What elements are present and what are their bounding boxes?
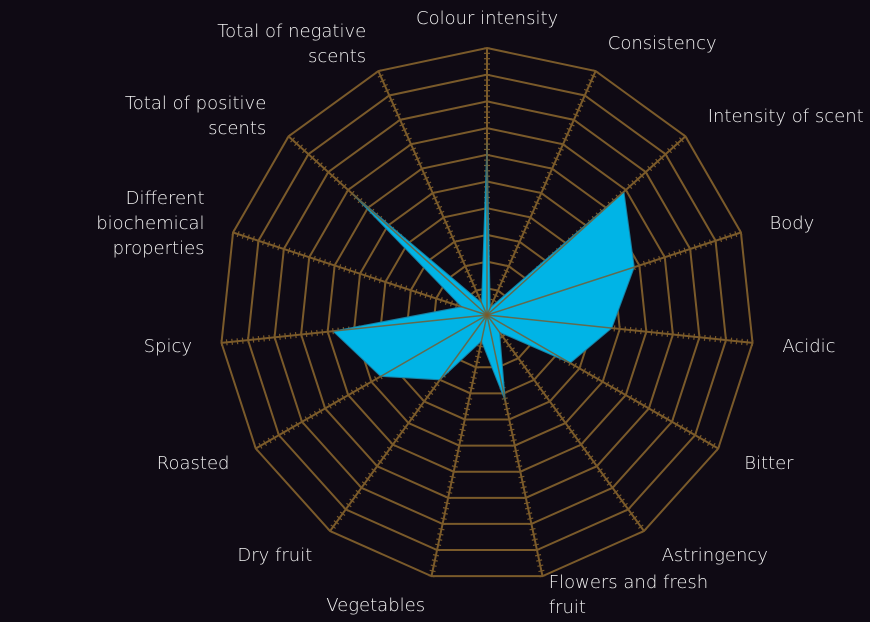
axis-label: Astringency [661, 544, 768, 566]
grid-ring [246, 73, 728, 552]
axis-label: Bitter [744, 453, 794, 474]
axis-label: Total of negative scents [217, 20, 367, 67]
spoke-overlay [486, 314, 544, 577]
axis-label: Intensity of scent [707, 105, 864, 127]
spoke-overlay [486, 70, 597, 316]
axis-label: Colour intensity [416, 7, 559, 29]
axis-label: Total of positive scents [124, 93, 267, 140]
axis-label: Vegetables [326, 595, 426, 616]
spoke-overlay [486, 314, 753, 344]
spoke-tick [641, 528, 647, 534]
spoke-overlay [221, 314, 488, 344]
spoke-tick [327, 528, 333, 534]
axis-label: Spicy [143, 335, 193, 357]
axis-label: Acidic [782, 335, 836, 357]
spoke-tick [231, 229, 235, 236]
grid-ring [300, 127, 674, 499]
spoke-overlay [486, 231, 742, 316]
data-area [331, 141, 635, 402]
spoke-overlay [377, 70, 488, 316]
spoke-tick [739, 229, 743, 236]
spoke-overlay [329, 314, 488, 532]
axis-label: Body [769, 212, 815, 234]
spoke-tick [220, 339, 223, 346]
spoke-tick [751, 339, 754, 346]
spoke-overlay [486, 314, 719, 450]
axis-label: Consistency [607, 33, 717, 55]
axis-label: Roasted [156, 453, 230, 474]
grid-ring [220, 46, 754, 578]
spoke-overlay [232, 231, 488, 316]
axis-label: Dry fruit [237, 544, 313, 566]
spoke-overlay [486, 135, 686, 316]
spoke-overlay [430, 314, 488, 577]
spoke-overlay [255, 314, 488, 450]
spoke-overlay [288, 135, 488, 316]
axis-label: Flowers and fresh fruit [548, 572, 709, 618]
spoke-tick [375, 69, 382, 73]
axis-label: Different biochemical properties [96, 187, 205, 259]
grid-ring [273, 100, 701, 525]
spoke-overlay [486, 314, 645, 532]
